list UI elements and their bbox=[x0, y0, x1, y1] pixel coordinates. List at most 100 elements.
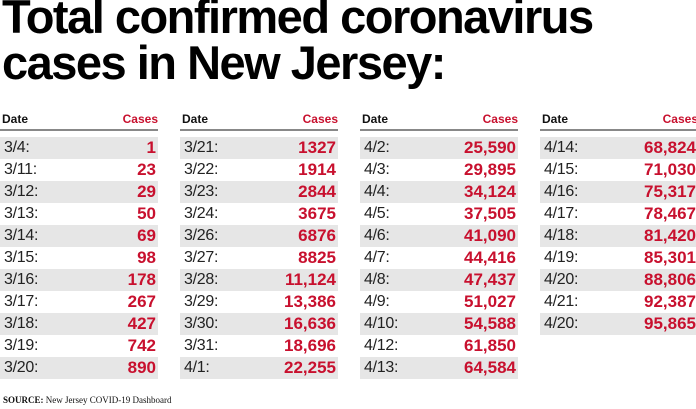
cases-cell: 85,301 bbox=[644, 248, 696, 267]
table-row: 3/22: 1914 bbox=[180, 159, 338, 181]
cases-cell: 68,824 bbox=[644, 138, 696, 157]
date-cell: 4/5: bbox=[364, 205, 390, 222]
cases-cell: 92,387 bbox=[644, 292, 696, 311]
date-cell: 3/18: bbox=[4, 315, 39, 332]
date-cell: 4/6: bbox=[364, 227, 390, 244]
table-row: 3/29: 13,386 bbox=[180, 291, 338, 313]
date-cell: 3/19: bbox=[4, 337, 39, 354]
cases-cell: 1327 bbox=[298, 138, 336, 157]
column-rows: 4/14: 68,824 4/15: 71,030 4/16: 75,317 4/17: 78… bbox=[540, 137, 696, 335]
cases-cell: 1914 bbox=[298, 160, 336, 179]
date-cell: 3/17: bbox=[4, 293, 39, 310]
cases-cell: 2844 bbox=[298, 182, 336, 201]
table-row: 3/14: 69 bbox=[0, 225, 158, 247]
table-row: 4/3: 29,895 bbox=[360, 159, 518, 181]
chart-title: Total confirmed coronavirus cases in New… bbox=[2, 0, 594, 86]
table-row: 4/7: 44,416 bbox=[360, 247, 518, 269]
cases-cell: 16,636 bbox=[284, 314, 336, 333]
title-line-1: Total confirmed coronavirus bbox=[2, 0, 594, 43]
date-cell: 4/12: bbox=[364, 337, 399, 354]
cases-cell: 37,505 bbox=[464, 204, 516, 223]
cases-cell: 41,090 bbox=[464, 226, 516, 245]
date-cell: 3/28: bbox=[184, 271, 219, 288]
cases-cell: 54,588 bbox=[464, 314, 516, 333]
cases-cell: 427 bbox=[127, 314, 156, 333]
table-row: 4/1: 22,255 bbox=[180, 357, 338, 379]
table-row: 3/17: 267 bbox=[0, 291, 158, 313]
date-cell: 4/13: bbox=[364, 359, 399, 376]
table-row: 3/26: 6876 bbox=[180, 225, 338, 247]
table-row: 4/8: 47,437 bbox=[360, 269, 518, 291]
table-row: 3/28: 11,124 bbox=[180, 269, 338, 291]
date-cell: 4/16: bbox=[544, 183, 579, 200]
column-rows: 4/2: 25,590 4/3: 29,895 4/4: 34,124 4/5: 37,505… bbox=[360, 137, 518, 379]
table-row: 4/12: 61,850 bbox=[360, 335, 518, 357]
table-row: 3/19: 742 bbox=[0, 335, 158, 357]
table-row: 3/12: 29 bbox=[0, 181, 158, 203]
date-cell: 3/29: bbox=[184, 293, 219, 310]
date-cell: 3/23: bbox=[184, 183, 219, 200]
cases-cell: 78,467 bbox=[644, 204, 696, 223]
table-row: 3/16: 178 bbox=[0, 269, 158, 291]
table-row: 3/4: 1 bbox=[0, 137, 158, 159]
cases-cell: 267 bbox=[127, 292, 156, 311]
date-cell: 3/24: bbox=[184, 205, 219, 222]
table-column-3: Date Cases 4/2: 25,590 4/3: 29,895 4/4: 34,124 4… bbox=[360, 108, 518, 379]
date-cell: 4/21: bbox=[544, 293, 579, 310]
date-cell: 4/10: bbox=[364, 315, 399, 332]
table-row: 4/2: 25,590 bbox=[360, 137, 518, 159]
table-row: 3/30: 16,636 bbox=[180, 313, 338, 335]
cases-header: Cases bbox=[302, 112, 338, 126]
date-cell: 3/21: bbox=[184, 139, 219, 156]
cases-cell: 69 bbox=[137, 226, 156, 245]
date-header: Date bbox=[182, 112, 209, 126]
table-row: 4/10: 54,588 bbox=[360, 313, 518, 335]
column-header: Date Cases bbox=[180, 108, 338, 131]
date-cell: 3/27: bbox=[184, 249, 219, 266]
cases-cell: 50 bbox=[137, 204, 156, 223]
date-cell: 3/16: bbox=[4, 271, 39, 288]
cases-header: Cases bbox=[122, 112, 158, 126]
table-row: 4/17: 78,467 bbox=[540, 203, 696, 225]
date-cell: 3/31: bbox=[184, 337, 219, 354]
cases-cell: 71,030 bbox=[644, 160, 696, 179]
cases-cell: 11,124 bbox=[284, 270, 336, 289]
column-rows: 3/21: 1327 3/22: 1914 3/23: 2844 3/24: 3675 3/26… bbox=[180, 137, 338, 379]
date-cell: 4/15: bbox=[544, 161, 579, 178]
date-cell: 4/7: bbox=[364, 249, 390, 266]
date-cell: 4/20: bbox=[544, 315, 579, 332]
cases-cell: 44,416 bbox=[464, 248, 516, 267]
table-row: 4/20: 95,865 bbox=[540, 313, 696, 335]
date-cell: 3/13: bbox=[4, 205, 39, 222]
table-column-4: Date Cases 4/14: 68,824 4/15: 71,030 4/16: 75,3… bbox=[540, 108, 696, 335]
cases-header: Cases bbox=[482, 112, 518, 126]
cases-cell: 61,850 bbox=[464, 336, 516, 355]
cases-cell: 23 bbox=[137, 160, 156, 179]
table-row: 3/27: 8825 bbox=[180, 247, 338, 269]
cases-cell: 81,420 bbox=[644, 226, 696, 245]
date-cell: 4/20: bbox=[544, 271, 579, 288]
table-row: 4/20: 88,806 bbox=[540, 269, 696, 291]
table-row: 4/21: 92,387 bbox=[540, 291, 696, 313]
table-row: 3/23: 2844 bbox=[180, 181, 338, 203]
table-row: 4/5: 37,505 bbox=[360, 203, 518, 225]
table-row: 3/15: 98 bbox=[0, 247, 158, 269]
column-header: Date Cases bbox=[0, 108, 158, 131]
table-row: 4/6: 41,090 bbox=[360, 225, 518, 247]
date-cell: 4/3: bbox=[364, 161, 390, 178]
date-cell: 4/1: bbox=[184, 359, 210, 376]
table-row: 4/14: 68,824 bbox=[540, 137, 696, 159]
table-row: 4/9: 51,027 bbox=[360, 291, 518, 313]
cases-cell: 178 bbox=[127, 270, 156, 289]
date-cell: 3/26: bbox=[184, 227, 219, 244]
cases-header: Cases bbox=[662, 112, 696, 126]
cases-cell: 1 bbox=[146, 138, 156, 157]
date-cell: 3/14: bbox=[4, 227, 39, 244]
date-cell: 3/11: bbox=[4, 161, 37, 178]
cases-cell: 3675 bbox=[298, 204, 336, 223]
date-cell: 4/4: bbox=[364, 183, 390, 200]
cases-cell: 75,317 bbox=[644, 182, 696, 201]
table-row: 4/15: 71,030 bbox=[540, 159, 696, 181]
cases-cell: 29 bbox=[137, 182, 156, 201]
table-row: 4/19: 85,301 bbox=[540, 247, 696, 269]
